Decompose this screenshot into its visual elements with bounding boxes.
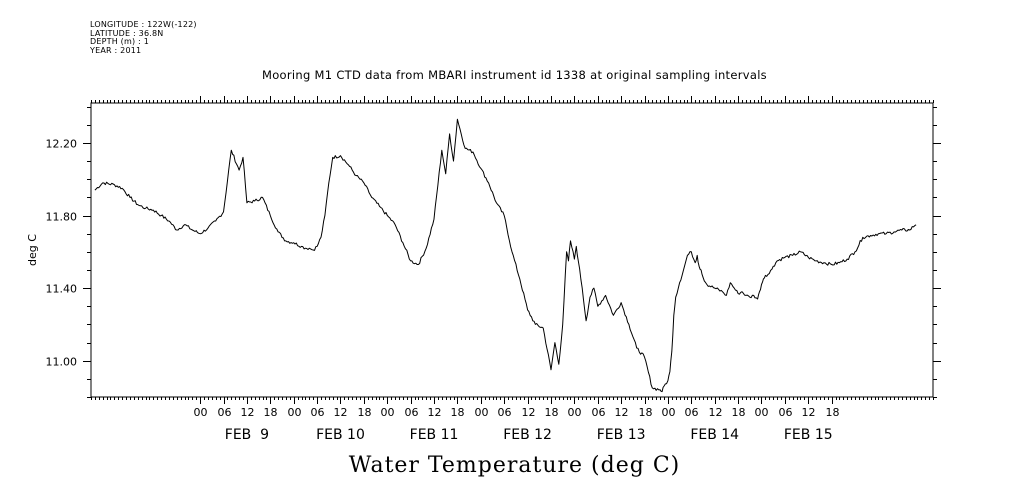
meta-year: YEAR : 2011 xyxy=(90,45,142,55)
x-date-label: FEB 10 xyxy=(316,427,365,443)
x-tick-label: 00 xyxy=(568,406,582,419)
x-date-label: FEB 9 xyxy=(225,427,269,443)
x-tick-label: 12 xyxy=(241,406,255,419)
x-tick-label: 00 xyxy=(475,406,489,419)
meta-longitude: LONGITUDE : 122W(-122) xyxy=(90,20,197,29)
x-date-label: FEB 12 xyxy=(503,427,552,443)
x-tick-label: 12 xyxy=(334,406,348,419)
x-tick-label: 18 xyxy=(826,406,840,419)
x-tick-label: 18 xyxy=(639,406,653,419)
x-tick-label: 18 xyxy=(358,406,372,419)
x-tick-label: 06 xyxy=(405,406,419,419)
metadata-block: LONGITUDE : 122W(-122) LATITUDE : 36.8N … xyxy=(90,20,197,55)
x-tick-label: 12 xyxy=(709,406,723,419)
x-tick-label: 06 xyxy=(779,406,793,419)
y-tick-label: 12.20 xyxy=(46,138,78,151)
x-tick-label: 18 xyxy=(451,406,465,419)
temperature-series-line xyxy=(94,118,917,393)
x-tick-label: 00 xyxy=(755,406,769,419)
x-tick-label: 12 xyxy=(428,406,442,419)
x-tick-label: 06 xyxy=(218,406,232,419)
x-axis-title: Water Temperature (deg C) xyxy=(348,453,681,478)
x-date-label: FEB 13 xyxy=(597,427,646,443)
x-tick-label: 00 xyxy=(381,406,395,419)
x-tick-label: 18 xyxy=(732,406,746,419)
x-tick-label: 00 xyxy=(662,406,676,419)
x-tick-label: 06 xyxy=(592,406,606,419)
x-major-ticks xyxy=(200,96,833,404)
chart-title: Mooring M1 CTD data from MBARI instrumen… xyxy=(262,68,767,82)
x-tick-label: 12 xyxy=(802,406,816,419)
meta-latitude: LATITUDE : 36.8N xyxy=(90,28,164,38)
y-tick-label: 11.80 xyxy=(46,211,78,224)
x-date-label: FEB 14 xyxy=(690,427,739,443)
x-tick-label: 12 xyxy=(615,406,629,419)
y-tick-label: 11.00 xyxy=(46,356,78,369)
x-tick-label: 00 xyxy=(288,406,302,419)
y-tick-label: 11.40 xyxy=(46,283,78,296)
x-tick-label: 06 xyxy=(311,406,325,419)
x-date-label: FEB 11 xyxy=(410,427,459,443)
x-tick-label: 18 xyxy=(264,406,278,419)
x-tick-label: 00 xyxy=(194,406,208,419)
x-tick-label: 12 xyxy=(522,406,536,419)
x-tick-label: 18 xyxy=(545,406,559,419)
x-tick-label: 06 xyxy=(685,406,699,419)
meta-depth: DEPTH (m) : 1 xyxy=(90,37,149,47)
y-axis-label: deg C xyxy=(26,234,39,266)
x-date-label: FEB 15 xyxy=(784,427,833,443)
x-tick-label: 06 xyxy=(498,406,512,419)
x-minor-ticks xyxy=(91,100,934,400)
